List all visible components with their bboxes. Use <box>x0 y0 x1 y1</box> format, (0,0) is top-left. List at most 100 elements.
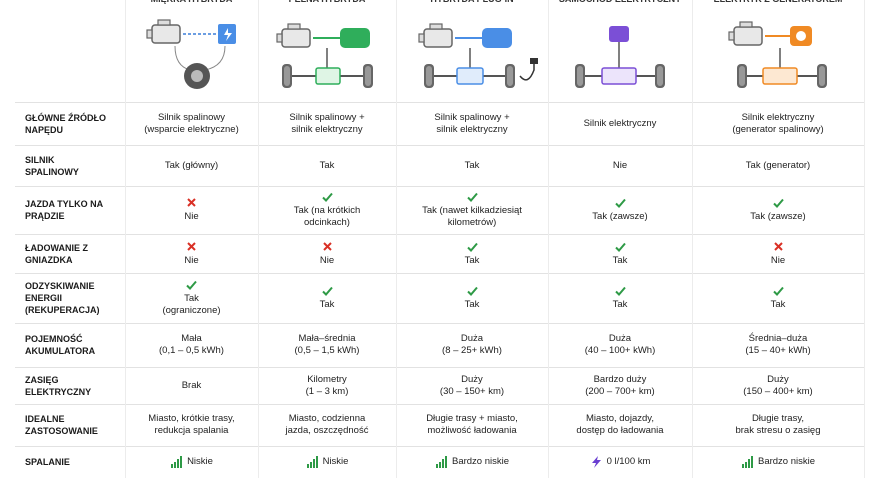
row-label: GŁÓWNE ŹRÓDŁO NAPĘDU <box>15 102 125 145</box>
cell-line: jazda, oszczędność <box>285 425 369 436</box>
cell-text: Bardzo niskie <box>452 456 509 468</box>
table-cell: Tak <box>396 234 548 273</box>
table-cell: Tak (na krótkich odcinkach) <box>258 186 396 234</box>
cross-icon <box>773 241 783 251</box>
table-cell: Duży (150 – 400+ km) <box>692 367 864 404</box>
cell-line: Bardzo duży <box>593 373 647 385</box>
row-label: SPALANIE <box>15 446 125 478</box>
check-icon <box>321 192 333 202</box>
row-label: ZASIĘG ELEKTRYCZNY <box>15 367 125 404</box>
check-icon <box>772 286 784 296</box>
column-divider <box>692 0 693 478</box>
cell-line: Tak (zawsze) <box>750 211 806 222</box>
table-cell: Nie <box>692 234 864 273</box>
cell-text: Średnia–duża (15 – 40+ kWh) <box>745 333 810 357</box>
table-cell: Silnik spalinowy + silnik elektryczny <box>396 102 548 145</box>
cell-line: silnik elektryczny <box>291 123 363 135</box>
row-label: IDEALNE ZASTOSOWANIE <box>15 404 125 446</box>
cell-text: Nie <box>320 255 334 267</box>
cell-line: Duży <box>767 373 789 385</box>
column-header: ELEKTRYK Z GENERATOREM <box>692 0 864 4</box>
cell-line: Miasto, krótkie trasy, <box>148 413 235 424</box>
cell-line: (15 – 40+ kWh) <box>745 345 811 356</box>
row-label: SILNIK SPALINOWY <box>15 145 125 186</box>
table-cell: Mała (0,1 – 0,5 kWh) <box>125 323 258 367</box>
bolt-icon <box>591 456 601 468</box>
check-icon <box>466 242 478 252</box>
cell-text: Silnik elektryczny (generator spalinowy) <box>732 112 823 136</box>
table-cell: Tak <box>258 273 396 323</box>
cell-line: Miasto, dojazdy, <box>586 413 654 424</box>
row-label-line: PRĄDZIE <box>25 211 65 221</box>
cell-text: Silnik elektryczny <box>584 118 657 130</box>
cell-line: Silnik spalinowy + <box>434 111 510 123</box>
row-divider <box>15 404 864 405</box>
check-icon <box>614 242 626 252</box>
table-cell: Bardzo duży (200 – 700+ km) <box>548 367 692 404</box>
column-divider <box>258 0 259 478</box>
cell-line: Nie <box>612 159 628 171</box>
table-cell: Nie <box>125 234 258 273</box>
cell-line: redukcja spalania <box>154 425 229 436</box>
cell-text: Mała–średnia (0,5 – 1,5 kWh) <box>295 333 360 357</box>
table-cell: Nie <box>258 234 396 273</box>
column-divider <box>396 0 397 478</box>
table-cell: Tak (ograniczone) <box>125 273 258 323</box>
column-divider <box>864 0 865 478</box>
check-icon <box>466 286 478 296</box>
cell-text: Miasto, dojazdy, dostęp do ładowania <box>576 413 663 437</box>
cell-line: Mała–średnia <box>298 333 356 344</box>
cell-line: Długie trasy, <box>751 413 805 424</box>
cell-text: Tak <box>771 299 786 311</box>
cell-text: Brak <box>182 380 202 392</box>
cell-line: (40 – 100+ kWh) <box>584 345 656 356</box>
cell-text: Tak <box>613 255 628 267</box>
cell-text: Tak (zawsze) <box>750 211 805 223</box>
table-cell: Tak (zawsze) <box>548 186 692 234</box>
check-icon <box>772 198 784 208</box>
cell-line: Tak <box>464 159 480 171</box>
row-divider <box>15 367 864 368</box>
column-divider <box>548 0 549 478</box>
cell-text: Nie <box>613 160 627 172</box>
row-label: ŁADOWANIE Z GNIAZDKA <box>15 234 125 273</box>
row-divider <box>15 186 864 187</box>
table-cell: Tak (generator) <box>692 145 864 186</box>
signal-icon <box>435 456 447 468</box>
cell-line: Silnik elektryczny <box>741 111 815 123</box>
column-header: MIĘKKA HYBRYDA <box>125 0 258 4</box>
table-cell: Silnik spalinowy (wsparcie elektryczne) <box>125 102 258 145</box>
table-cell: Tak <box>396 273 548 323</box>
cell-line: Nie <box>770 254 786 266</box>
cell-text: Długie trasy + miasto, możliwość ładowani… <box>426 413 518 437</box>
column-header: SAMOCHÓD ELEKTRYCZNY <box>548 0 692 4</box>
cell-line: Tak <box>464 254 480 266</box>
table-cell: Duża (8 – 25+ kWh) <box>396 323 548 367</box>
table-cell: 0 l/100 km <box>548 446 692 478</box>
cell-text: Tak (na krótkich odcinkach) <box>294 205 361 229</box>
cell-line: Tak (nawet kilkadziesiąt <box>422 205 522 216</box>
cell-text: Duża (8 – 25+ kWh) <box>442 333 502 357</box>
cell-text: Miasto, krótkie trasy, redukcja spalania <box>148 413 234 437</box>
table-cell: Duży (30 – 150+ km) <box>396 367 548 404</box>
cell-line: Tak <box>612 254 628 266</box>
cell-text: Tak <box>465 160 480 172</box>
row-label-line: JAZDA TYLKO NA <box>25 199 104 209</box>
table-cell: Miasto, krótkie trasy, redukcja spalania <box>125 404 258 446</box>
cell-line: Bardzo niskie <box>451 456 510 467</box>
cell-text: Duży (150 – 400+ km) <box>743 374 812 398</box>
cell-text: Niskie <box>323 456 349 468</box>
cell-line: Tak <box>464 299 480 310</box>
table-cell: Tak <box>258 145 396 186</box>
check-icon <box>466 192 478 202</box>
row-divider <box>15 323 864 324</box>
cell-line: Długie trasy + miasto, <box>426 413 518 424</box>
cell-line: Duży <box>461 373 483 385</box>
table-cell: Długie trasy, brak stresu o zasięg <box>692 404 864 446</box>
row-label-line: POJEMNOŚĆ <box>25 334 83 344</box>
row-divider <box>15 145 864 146</box>
signal-icon <box>741 456 753 468</box>
cell-line: Tak <box>770 299 786 310</box>
cell-line: (generator spalinowy) <box>732 123 824 135</box>
table-cell: Mała–średnia (0,5 – 1,5 kWh) <box>258 323 396 367</box>
